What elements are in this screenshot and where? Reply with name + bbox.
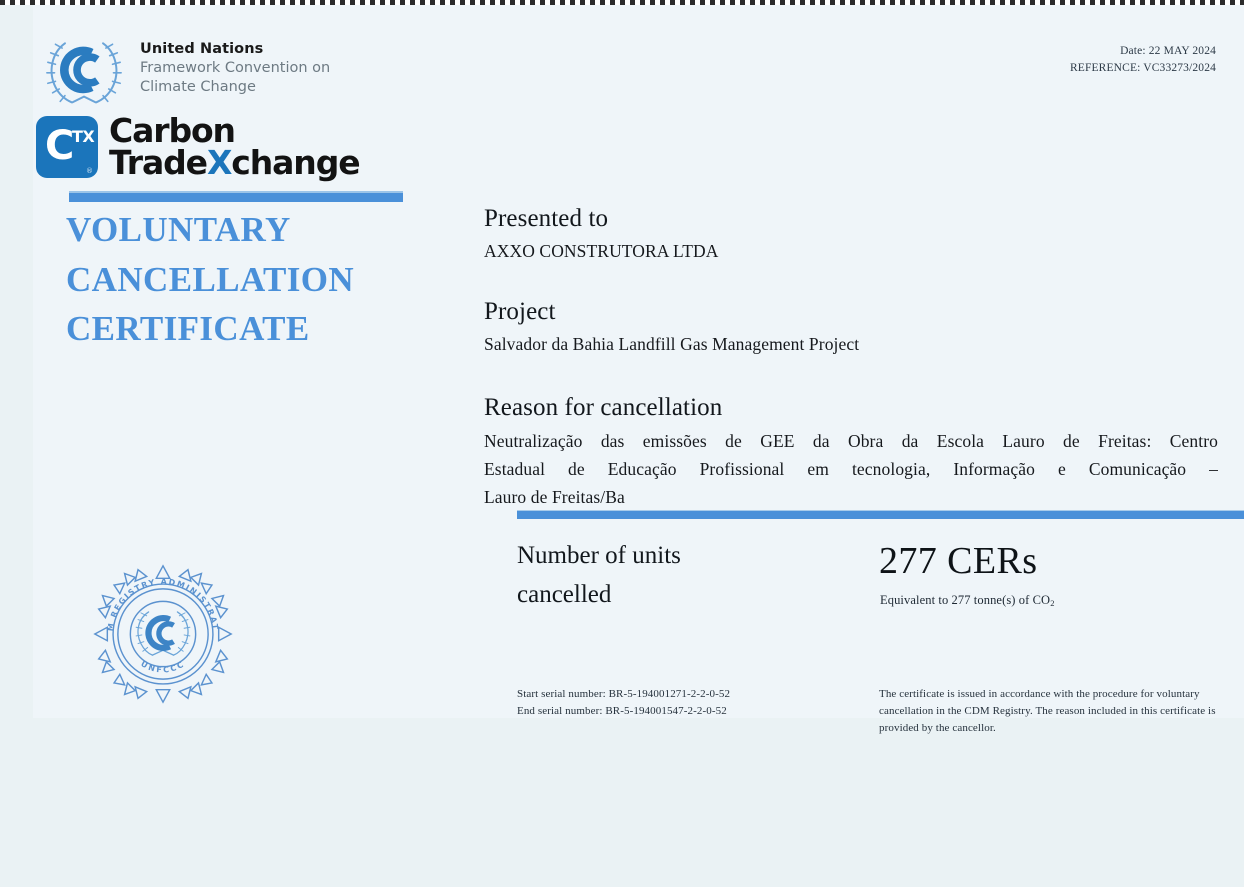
left-gutter-strip	[0, 5, 33, 887]
project-value: Salvador da Bahia Landfill Gas Managemen…	[484, 333, 860, 354]
start-serial-number: Start serial number: BR-5-194001271-2-2-…	[517, 688, 731, 700]
presented-to-label: Presented to	[484, 205, 609, 232]
units-label-line-1: Number of units	[517, 542, 681, 569]
co2-subscript: 2	[1050, 598, 1055, 608]
brand-divider-rule	[69, 191, 403, 202]
ctx-word-x: X	[206, 143, 232, 183]
ctx-word-trade: Trade	[109, 143, 208, 183]
units-cancelled-amount: 277 CERs	[879, 540, 1038, 582]
ctx-wordmark: Carbon TradeXchange	[109, 111, 361, 180]
document-meta: Date: 22 MAY 2024 REFERENCE: VC33273/202…	[1070, 43, 1216, 76]
top-dashed-border	[0, 0, 1244, 5]
registered-trademark-icon: ®	[86, 167, 93, 176]
field-reason-for-cancellation: Reason for cancellation Neutralização da…	[484, 393, 1218, 512]
svg-text:UNFCCC: UNFCCC	[139, 659, 186, 674]
certificate-title: VOLUNTARY CANCELLATION CERTIFICATE	[66, 205, 486, 354]
serial-numbers: Start serial number: BR-5-194001271-2-2-…	[517, 686, 730, 720]
certificate-title-line-2: CANCELLATION	[66, 259, 355, 299]
units-cancelled-label: Number of units cancelled	[517, 537, 817, 615]
certificate-title-line-1: VOLUNTARY	[66, 210, 291, 249]
disclaimer-text: The certificate is issued in accordance …	[879, 688, 1216, 735]
field-presented-to: Presented to AXXO CONSTRUTORA LTDA	[484, 204, 1218, 265]
ctx-word-line-1: Carbon	[109, 111, 236, 150]
unfccc-emblem-icon	[46, 42, 122, 104]
reason-line-3: Lauro de Freitas/Ba	[484, 487, 625, 508]
reason-label: Reason for cancellation	[484, 394, 723, 421]
end-serial-number: End serial number: BR-5-194001547-2-2-0-…	[517, 705, 727, 718]
unfccc-line-1: United Nations	[140, 41, 264, 57]
section-divider-rule	[517, 510, 1244, 519]
unfccc-line-2: Framework Convention on	[140, 60, 331, 77]
cdm-registry-seal-icon: CDM REGISTRY ADMINISTRATOR UNFCCC	[91, 562, 233, 704]
reference-number: REFERENCE: VC33273/2024	[1069, 61, 1216, 74]
unfccc-header: United Nations Framework Convention on C…	[36, 30, 330, 108]
ctx-word-change: change	[231, 143, 360, 183]
certificate-body: Presented to AXXO CONSTRUTORA LTDA Proje…	[484, 5, 1244, 734]
issue-date: Date: 22 MAY 2024	[1120, 45, 1216, 57]
field-project: Project Salvador da Bahia Landfill Gas M…	[484, 297, 1218, 358]
certificate-title-line-3: CERTIFICATE	[66, 309, 310, 349]
certificate-page: United Nations Framework Convention on C…	[33, 5, 1244, 734]
carbon-tradexchange-logo: C TX ® Carbon TradeXchange	[36, 111, 361, 180]
reason-line-1: Neutralização das emissões de GEE da Obr…	[484, 430, 1218, 451]
unfccc-line-3: Climate Change	[140, 79, 256, 96]
reason-line-2: Estadual de Educação Profissional em tec…	[484, 458, 1218, 479]
units-label-line-2: cancelled	[517, 580, 612, 608]
ctx-badge-icon: C TX ®	[36, 116, 98, 179]
units-equivalent-text: Equivalent to 277 tonne(s) of CO	[880, 593, 1051, 607]
ctx-word-line-2: TradeXchange	[109, 146, 361, 179]
ctx-badge-superscript: TX	[72, 127, 95, 147]
project-label: Project	[484, 298, 556, 325]
units-equivalent-note: Equivalent to 277 tonne(s) of CO2	[880, 593, 1055, 608]
ctx-badge-letter: C	[45, 123, 75, 170]
reason-value: Neutralização das emissões de GEE da Obr…	[484, 427, 1218, 512]
presented-to-value: AXXO CONSTRUTORA LTDA	[484, 240, 719, 261]
